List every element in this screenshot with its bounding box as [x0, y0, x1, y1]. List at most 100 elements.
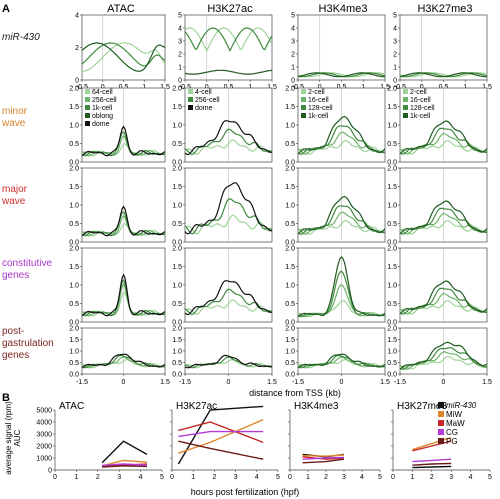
y-tick-label-0-1-0: 0 — [178, 78, 182, 85]
y-tick-label-0-1-4: 4 — [178, 26, 182, 33]
y-tick-label-3-2-1: 0.5 — [285, 301, 295, 308]
y-tick-label-4-0-4: 2.0 — [69, 326, 79, 333]
b-legend-swatch-2 — [438, 420, 444, 426]
y-tick-label-4-1-0: 0.0 — [172, 372, 182, 379]
y-tick-label-0-3-0: 0 — [393, 78, 397, 85]
y-tick-label-3-1-2: 1.0 — [172, 283, 182, 290]
x-tick-label-top-3-1: 0 — [420, 84, 424, 91]
legend-swatch-0-4 — [85, 121, 90, 126]
y-tick-label-4-0-3: 1.5 — [69, 337, 79, 344]
x-tick-label-top-0-2: 0.5 — [119, 84, 129, 91]
y-tick-label-1-3-4: 2.0 — [387, 86, 397, 93]
y-tick-label-2-3-0: 0.0 — [387, 240, 397, 247]
legend-label-1-2: dome — [195, 105, 213, 112]
b-panel-title-0: ATAC — [59, 401, 84, 412]
x-tick-label-top-0-3: 1 — [142, 84, 146, 91]
profile-line-0-0-0 — [81, 42, 166, 73]
legend-swatch-0-1 — [85, 97, 90, 102]
b-x-tick-label-3-2: 2 — [430, 474, 434, 481]
x-tick-label-top-0-1: 0 — [101, 84, 105, 91]
legend-label-2-0: 2-cell — [308, 89, 325, 96]
y-tick-label-0-1-3: 3 — [178, 39, 182, 46]
legend-swatch-2-3 — [301, 113, 306, 118]
y-tick-label-1-2-3: 1.5 — [285, 104, 295, 111]
x-tick-label-top-1-1: 0 — [205, 84, 209, 91]
x-tick-label-top-2-3: 1 — [361, 84, 365, 91]
b-x-tick-label-3-4: 4 — [469, 474, 473, 481]
y-tick-label-4-3-1: 0.5 — [387, 360, 397, 367]
profile-line-2-0-0 — [81, 223, 166, 237]
y-tick-label-2-1-1: 0.5 — [172, 221, 182, 228]
row-label-4-0: post- — [2, 326, 24, 337]
profile-line-2-3-3 — [399, 200, 488, 235]
b-series-line-2-2 — [302, 456, 345, 460]
b-series-line-3-4 — [412, 462, 452, 466]
profile-line-0-1-0 — [184, 27, 273, 53]
b-y-tick-label-4: 4000 — [36, 420, 52, 427]
y-tick-label-0-3-1: 1 — [393, 65, 397, 72]
column-title-h3k27ac: H3K27ac — [207, 3, 253, 15]
x-tick-label-top-1-4: 1.5 — [267, 84, 277, 91]
y-tick-label-1-0-3: 1.5 — [69, 104, 79, 111]
legend-swatch-1-0 — [188, 89, 193, 94]
b-series-line-3-2 — [412, 440, 452, 452]
legend-label-2-3: 1k-cell — [308, 113, 329, 120]
y-tick-label-0-3-3: 3 — [393, 39, 397, 46]
profile-line-1-0-1 — [81, 135, 166, 157]
row-label-0-0: miR-430 — [2, 32, 40, 43]
panel-a-xlabel: distance from TSS (kb) — [249, 388, 341, 398]
legend-swatch-1-1 — [188, 97, 193, 102]
profile-line-4-1-2 — [184, 354, 273, 369]
b-x-tick-label-3-5: 5 — [488, 474, 492, 481]
row-label-4-1: gastrulation — [2, 338, 54, 349]
legend-label-0-3: oblong — [92, 113, 113, 120]
y-tick-label-3-1-4: 2.0 — [172, 246, 182, 253]
row-label-3-1: genes — [2, 270, 29, 281]
legend-swatch-1-2 — [188, 105, 193, 110]
y-tick-label-1-0-2: 1.0 — [69, 123, 79, 130]
y-tick-label-2-2-1: 0.5 — [285, 221, 295, 228]
y-tick-label-1-3-3: 1.5 — [387, 104, 397, 111]
panel-b-letter: B — [2, 392, 10, 404]
x-tick-label-top-2-4: 1.5 — [380, 84, 390, 91]
b-x-tick-label-2-3: 3 — [342, 474, 346, 481]
y-tick-label-2-2-3: 1.5 — [285, 184, 295, 191]
legend-label-1-0: 4-cell — [195, 89, 212, 96]
panel-b-ylabel-2: AUC — [13, 429, 22, 446]
y-tick-label-1-1-2: 1.0 — [172, 123, 182, 130]
profile-line-0-1-2 — [184, 69, 273, 75]
b-series-line-3-1 — [412, 436, 452, 451]
panel-b-ylabel-1: average signal (rpm) — [4, 401, 13, 475]
y-tick-label-2-2-4: 2.0 — [285, 166, 295, 173]
profile-line-1-1-0 — [184, 139, 273, 156]
b-legend-label-3: CG — [446, 428, 458, 437]
panel-b-xlabel: hours post fertilization (hpf) — [191, 487, 300, 497]
x-tick-label-top-2-0: -0.5 — [292, 84, 304, 91]
b-panel-title-2: H3K4me3 — [294, 401, 339, 412]
y-tick-label-1-3-1: 0.5 — [387, 141, 397, 148]
b-x-tick-label-1-5: 5 — [276, 474, 280, 481]
y-tick-label-4-0-1: 0.5 — [69, 360, 79, 367]
profile-line-1-0-0 — [81, 143, 166, 157]
y-tick-label-3-2-3: 1.5 — [285, 264, 295, 271]
b-x-tick-label-2-5: 5 — [378, 474, 382, 481]
y-tick-label-3-3-3: 1.5 — [387, 264, 397, 271]
b-x-tick-label-1-3: 3 — [234, 474, 238, 481]
y-tick-label-2-0-1: 0.5 — [69, 221, 79, 228]
column-title-atac: ATAC — [107, 3, 135, 15]
y-tick-label-2-0-4: 2.0 — [69, 166, 79, 173]
legend-swatch-0-0 — [85, 89, 90, 94]
y-tick-label-3-1-1: 0.5 — [172, 301, 182, 308]
row-label-1-0: minor — [2, 106, 28, 117]
y-tick-label-4-3-4: 2.0 — [387, 326, 397, 333]
profile-line-1-3-3 — [399, 120, 488, 155]
y-tick-label-3-3-1: 0.5 — [387, 301, 397, 308]
y-tick-label-4-0-2: 1.0 — [69, 349, 79, 356]
b-legend-swatch-1 — [438, 411, 444, 417]
y-tick-label-3-3-2: 1.0 — [387, 283, 397, 290]
y-tick-label-2-3-3: 1.5 — [387, 184, 397, 191]
y-tick-label-0-1-1: 1 — [178, 65, 182, 72]
b-x-tick-label-0-4: 4 — [139, 474, 143, 481]
profile-line-3-0-3 — [81, 273, 166, 317]
